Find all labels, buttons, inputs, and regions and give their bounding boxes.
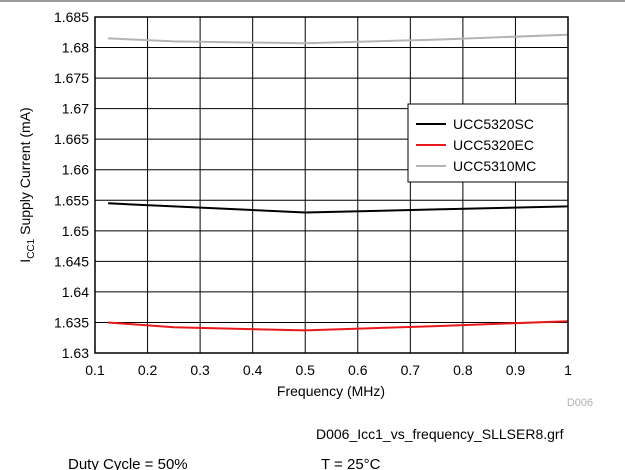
y-axis-title-rest: Supply Current (mA) — [17, 107, 33, 238]
x-tick-label: 1 — [564, 362, 572, 378]
x-tick-label: 0.5 — [295, 362, 315, 378]
figure-id: D006 — [567, 397, 593, 409]
legend-label: UCC5310MC — [453, 158, 536, 174]
y-tick-label: 1.67 — [62, 101, 89, 117]
y-tick-label: 1.63 — [62, 345, 89, 361]
y-tick-label: 1.635 — [54, 314, 89, 330]
y-tick-label: 1.66 — [62, 162, 89, 178]
top-rule — [0, 0, 625, 2]
y-tick-label: 1.65 — [62, 223, 89, 239]
y-tick-label: 1.655 — [54, 192, 89, 208]
x-tick-label: 0.9 — [506, 362, 526, 378]
plot-frame — [94, 16, 569, 354]
series-line-ucc5310mc — [108, 33, 569, 45]
x-tick-label: 0.7 — [401, 362, 421, 378]
x-tick-label: 0.3 — [190, 362, 210, 378]
temperature-label: T = 25°C — [321, 456, 381, 470]
series-line-ucc5320sc — [108, 202, 569, 214]
x-tick-label: 0.6 — [348, 362, 368, 378]
footer-filename: D006_Icc1_vs_frequency_SLLSER8.grf — [316, 426, 564, 442]
legend: UCC5320SC UCC5320EC UCC5310MC — [407, 103, 569, 183]
y-tick-label: 1.685 — [54, 9, 89, 25]
y-tick-label: 1.645 — [54, 253, 89, 269]
line-chart: 1.63 1.635 1.64 1.645 1.65 1.655 1.66 1.665 1.67… — [17, 9, 593, 409]
y-axis-title: ICC1 Supply Current (mA) — [17, 107, 37, 262]
grid — [94, 16, 569, 354]
y-tick-label: 1.675 — [54, 70, 89, 86]
x-tick-label: 0.2 — [138, 362, 158, 378]
x-axis-title: Frequency (MHz) — [277, 383, 385, 399]
y-tick-label: 1.64 — [62, 284, 89, 300]
legend-label: UCC5320EC — [453, 137, 534, 153]
x-tick-labels: 0.1 0.2 0.3 0.4 0.5 0.6 0.7 0.8 0.9 1 — [85, 362, 572, 378]
y-axis-title-subscript: CC1 — [26, 238, 37, 258]
y-axis-title-main: I — [17, 259, 33, 263]
x-tick-label: 0.8 — [453, 362, 473, 378]
x-tick-label: 0.1 — [85, 362, 105, 378]
legend-box — [407, 103, 569, 183]
series-line-ucc5320ec — [108, 320, 569, 332]
y-tick-labels: 1.63 1.635 1.64 1.645 1.65 1.655 1.66 1.665 1.67… — [54, 9, 89, 361]
duty-cycle-label: Duty Cycle = 50% — [68, 456, 188, 470]
y-tick-label: 1.68 — [62, 40, 89, 56]
legend-label: UCC5320SC — [453, 116, 534, 132]
series-lines — [108, 33, 569, 332]
y-tick-label: 1.665 — [54, 131, 89, 147]
footer-conditions: Duty Cycle = 50% T = 25°C — [68, 456, 428, 470]
x-tick-label: 0.4 — [243, 362, 263, 378]
